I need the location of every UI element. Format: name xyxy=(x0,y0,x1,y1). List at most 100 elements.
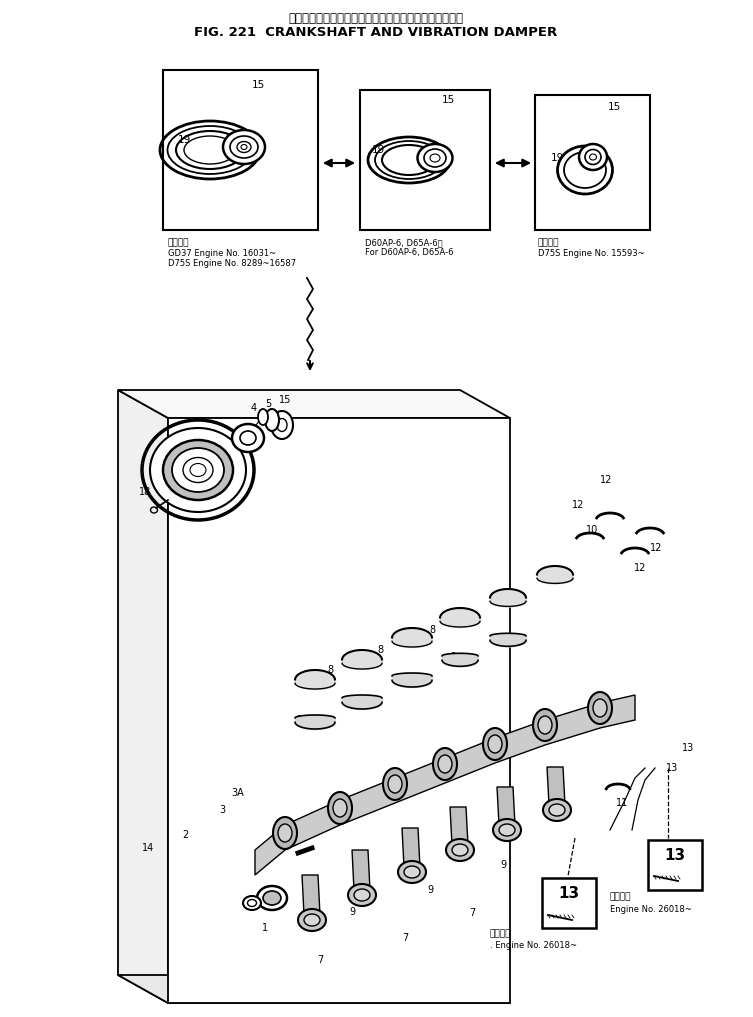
Text: 19: 19 xyxy=(178,135,191,145)
Ellipse shape xyxy=(304,914,320,926)
Ellipse shape xyxy=(232,424,264,452)
Bar xyxy=(648,840,702,890)
Polygon shape xyxy=(547,767,565,805)
Bar xyxy=(360,89,490,230)
Text: クランクシャフト　および　バイブレーション　ダンパ: クランクシャフト および バイブレーション ダンパ xyxy=(288,11,464,24)
Text: FIG. 221  CRANKSHAFT AND VIBRATION DAMPER: FIG. 221 CRANKSHAFT AND VIBRATION DAMPER xyxy=(194,26,558,40)
Text: 3A: 3A xyxy=(232,788,245,798)
Text: 適用号等: 適用号等 xyxy=(168,239,190,247)
Text: 11: 11 xyxy=(616,798,628,807)
Text: 12: 12 xyxy=(600,475,612,485)
Text: 15: 15 xyxy=(441,95,455,105)
Text: 15: 15 xyxy=(279,395,291,405)
Bar xyxy=(535,95,650,230)
Bar xyxy=(542,878,596,928)
Text: 18: 18 xyxy=(139,487,151,497)
Ellipse shape xyxy=(438,755,452,773)
Polygon shape xyxy=(497,787,515,825)
Ellipse shape xyxy=(278,824,292,842)
Text: 6: 6 xyxy=(449,652,455,662)
Text: 4: 4 xyxy=(251,403,257,413)
Ellipse shape xyxy=(538,716,552,734)
Ellipse shape xyxy=(184,136,236,164)
Text: 7: 7 xyxy=(469,908,475,918)
Text: 9: 9 xyxy=(500,860,506,870)
Text: 6: 6 xyxy=(295,715,301,725)
Ellipse shape xyxy=(263,891,281,905)
Ellipse shape xyxy=(417,144,453,172)
Polygon shape xyxy=(118,390,510,418)
Text: 15: 15 xyxy=(252,80,264,89)
Ellipse shape xyxy=(223,130,265,164)
Text: Engine No. 26018~: Engine No. 26018~ xyxy=(610,904,692,913)
Ellipse shape xyxy=(543,799,571,821)
Ellipse shape xyxy=(446,839,474,861)
Text: 7: 7 xyxy=(317,955,323,965)
Text: 12: 12 xyxy=(634,563,646,573)
Text: 2: 2 xyxy=(182,830,188,840)
Text: 3: 3 xyxy=(219,805,225,815)
Text: 10: 10 xyxy=(586,525,598,535)
Ellipse shape xyxy=(488,735,502,753)
Ellipse shape xyxy=(348,884,376,906)
Ellipse shape xyxy=(398,861,426,883)
Text: 12: 12 xyxy=(572,500,584,510)
Ellipse shape xyxy=(258,409,268,425)
Ellipse shape xyxy=(273,817,297,849)
Ellipse shape xyxy=(257,886,287,910)
Ellipse shape xyxy=(375,141,443,179)
Text: 14: 14 xyxy=(142,843,154,853)
Text: 6: 6 xyxy=(397,673,403,683)
Polygon shape xyxy=(450,807,468,845)
Ellipse shape xyxy=(172,448,224,492)
Ellipse shape xyxy=(298,909,326,931)
Text: 13: 13 xyxy=(682,743,694,753)
Ellipse shape xyxy=(493,819,521,841)
Text: 13: 13 xyxy=(666,763,678,773)
Ellipse shape xyxy=(265,409,279,431)
Ellipse shape xyxy=(564,152,606,188)
Text: GD37 Engine No. 16031~: GD37 Engine No. 16031~ xyxy=(168,249,276,258)
Text: 9: 9 xyxy=(349,907,355,917)
Text: 8: 8 xyxy=(327,665,333,675)
Polygon shape xyxy=(118,975,510,1003)
Text: 適用号等: 適用号等 xyxy=(490,930,511,939)
Ellipse shape xyxy=(452,844,468,856)
Ellipse shape xyxy=(533,709,557,741)
Text: 16: 16 xyxy=(168,440,180,450)
Bar xyxy=(163,70,318,230)
Text: 1: 1 xyxy=(262,923,268,933)
Text: 12: 12 xyxy=(650,543,662,553)
Ellipse shape xyxy=(271,411,293,439)
Polygon shape xyxy=(168,418,510,1003)
Ellipse shape xyxy=(579,144,607,170)
Ellipse shape xyxy=(549,804,565,816)
Text: 17: 17 xyxy=(154,463,166,473)
Text: 8: 8 xyxy=(377,645,383,655)
Polygon shape xyxy=(302,875,320,915)
Ellipse shape xyxy=(383,768,407,800)
Polygon shape xyxy=(402,828,420,868)
Ellipse shape xyxy=(388,775,402,793)
Text: 適用号等: 適用号等 xyxy=(610,893,632,901)
Ellipse shape xyxy=(328,792,352,824)
Text: D60AP-6, D65A-6用: D60AP-6, D65A-6用 xyxy=(365,239,443,247)
Text: 8: 8 xyxy=(429,625,435,635)
Text: 6: 6 xyxy=(345,695,351,705)
Text: 7: 7 xyxy=(402,933,408,943)
Ellipse shape xyxy=(354,889,370,901)
Ellipse shape xyxy=(243,896,261,910)
Text: . Engine No. 26018~: . Engine No. 26018~ xyxy=(490,942,577,951)
Polygon shape xyxy=(255,695,635,875)
Ellipse shape xyxy=(333,799,347,817)
Text: D75S Engine No. 15593~: D75S Engine No. 15593~ xyxy=(538,248,645,257)
Text: 適用号等: 適用号等 xyxy=(538,239,559,247)
Polygon shape xyxy=(352,850,370,890)
Ellipse shape xyxy=(163,440,233,500)
Ellipse shape xyxy=(404,866,420,878)
Ellipse shape xyxy=(150,428,246,512)
Ellipse shape xyxy=(483,728,507,760)
Text: 19: 19 xyxy=(371,145,385,155)
Text: For D60AP-6, D65A-6: For D60AP-6, D65A-6 xyxy=(365,248,453,257)
Ellipse shape xyxy=(588,692,612,724)
